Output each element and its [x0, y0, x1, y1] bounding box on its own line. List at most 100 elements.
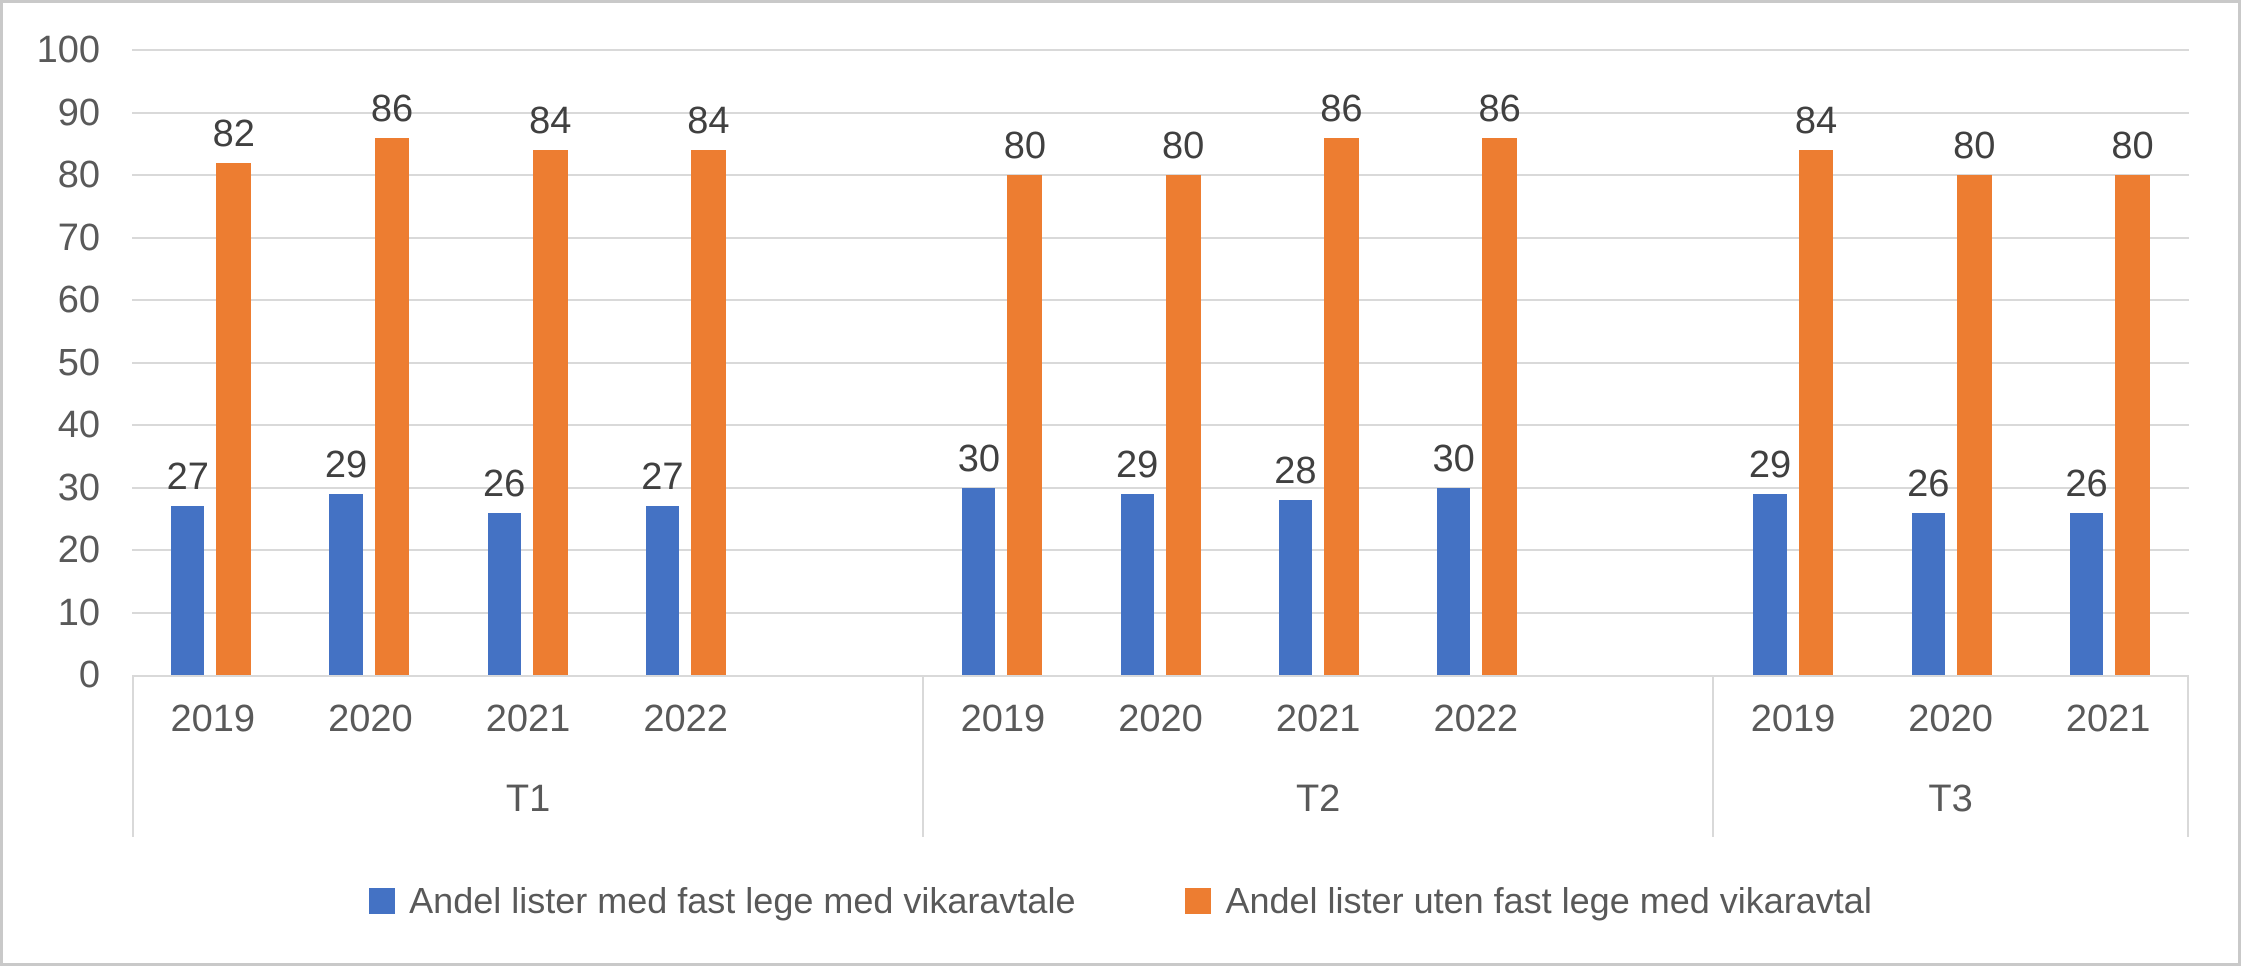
bar-with-label: 27: [167, 50, 209, 675]
bar-with-label: 84: [1795, 50, 1837, 675]
y-tick-label: 70: [57, 216, 100, 259]
bar-value-label: 28: [1274, 450, 1317, 492]
y-tick-label: 40: [57, 404, 100, 446]
category-slot: 28 86: [1240, 50, 1398, 675]
bar-series-1: [1278, 500, 1312, 675]
bar-series-2: [691, 150, 726, 675]
bar-with-label: 28: [1274, 50, 1316, 675]
legend-item-uten-fast-lege: Andel lister uten fast lege med vikaravt…: [1185, 881, 1872, 921]
bar-with-label: 80: [1004, 50, 1046, 675]
bar-value-label: 30: [1432, 437, 1475, 480]
bar-series-2: [1482, 137, 1517, 675]
year-labels-row: 2019 2020 2021 2022: [134, 677, 922, 761]
bar-series-2: [1007, 175, 1043, 675]
bar-with-label: 26: [2065, 50, 2108, 675]
gridline: [132, 424, 2189, 426]
y-tick-label: 30: [57, 466, 100, 509]
category-slot: 29 80: [1081, 50, 1239, 675]
bar-value-label: 26: [483, 462, 526, 505]
gridline: [132, 361, 2189, 364]
bar-series-1: [2069, 512, 2104, 675]
year-label: 2021: [1275, 697, 1361, 740]
bar-with-label: 26: [483, 50, 525, 675]
bar-series-1: [962, 487, 996, 675]
year-label: 2022: [1433, 697, 1518, 740]
bar-value-label: 26: [1907, 462, 1950, 505]
category-slot: 27 82: [132, 50, 290, 675]
axis-group-t2: 2019 2020 2021 2022 T2: [924, 677, 1715, 837]
category-slot: 26 80: [1873, 50, 2031, 675]
bar-group-t1: 27 82 29 86 26 84 27 84: [132, 50, 923, 675]
bar-series-2: [1165, 175, 1201, 675]
bar-with-label: 82: [213, 50, 255, 675]
bar-value-label: 29: [1748, 443, 1792, 486]
bar-series-1: [1120, 493, 1154, 675]
bar-with-label: 86: [1320, 50, 1363, 675]
bar-with-label: 80: [1162, 50, 1204, 675]
bar-value-label: 80: [1003, 125, 1047, 167]
bar-series-2: [1798, 150, 1834, 675]
bar-value-label: 27: [166, 456, 209, 499]
bar-value-label: 29: [1115, 443, 1159, 486]
bar-with-label: 30: [958, 50, 1000, 675]
bar-series-1: [329, 493, 363, 675]
y-tick-label: 90: [57, 91, 100, 134]
blank-slot: [1556, 50, 1714, 675]
bar-series-1: [1911, 512, 1945, 675]
year-label: 2021: [2065, 697, 2151, 740]
bar-series-1: [1436, 487, 1471, 675]
bar-value-label: 84: [529, 100, 572, 142]
category-slot: 29 86: [290, 50, 448, 675]
year-labels-row: 2019 2020 2021: [1714, 677, 2187, 761]
bar-with-label: 86: [1478, 50, 1521, 675]
category-slot: 30 86: [1398, 50, 1556, 675]
bar-value-label: 30: [957, 437, 1001, 480]
y-tick-label: 20: [57, 529, 100, 571]
gridline: [132, 299, 2189, 301]
bar-series-2: [1956, 175, 1992, 675]
bar-value-label: 86: [370, 87, 414, 130]
bar-series-1: [171, 506, 205, 675]
bar-with-label: 80: [1953, 50, 1995, 675]
bar-value-label: 82: [212, 112, 255, 155]
year-label: 2021: [485, 697, 571, 740]
y-tick-label: 10: [57, 591, 100, 634]
legend-swatch-orange-icon: [1185, 887, 1212, 914]
plot-area: 27 82 29 86 26 84 27 84 30 80 29 80 28 86 30 86 29 84 26 80…: [132, 49, 2189, 675]
y-tick-label: 100: [36, 29, 100, 71]
group-label: T3: [1928, 777, 1973, 820]
bar-group-t3: 29 84 26 80 26 80: [1714, 50, 2189, 675]
category-slot: 30 80: [923, 50, 1081, 675]
bar-series-2: [2115, 175, 2150, 675]
bar-with-label: 29: [1749, 50, 1791, 675]
bar-series-2: [216, 162, 252, 675]
y-tick-label: 50: [57, 341, 100, 384]
blank-year-cell: [764, 677, 922, 761]
category-axis: 2019 2020 2021 2022 T1 2019 2020 2021 2022 T2 2019…: [132, 675, 2189, 837]
bar-value-label: 84: [687, 100, 730, 142]
bar-series-1: [645, 506, 680, 675]
bar-with-label: 84: [687, 50, 730, 675]
group-label: T2: [1295, 777, 1341, 820]
gridline: [132, 611, 2189, 614]
legend-swatch-blue-icon: [369, 887, 396, 914]
bar-value-label: 86: [1320, 87, 1363, 130]
legend-label: Andel lister med fast lege med vikaravta…: [409, 880, 1076, 921]
gridline: [132, 49, 2189, 51]
bar-value-label: 86: [1478, 87, 1521, 130]
gridline: [132, 486, 2189, 489]
bar-with-label: 27: [641, 50, 684, 675]
year-labels-row: 2019 2020 2021 2022: [924, 677, 1712, 761]
axis-group-t3: 2019 2020 2021 T3: [1714, 677, 2189, 837]
bar-with-label: 26: [1907, 50, 1949, 675]
y-tick-label: 60: [57, 279, 100, 321]
bar-series-2: [374, 137, 410, 675]
year-label: 2020: [1908, 697, 1993, 740]
bar-value-label: 80: [1161, 125, 1205, 167]
year-label: 2019: [960, 697, 1046, 740]
year-label: 2020: [328, 697, 413, 740]
gridline: [132, 174, 2189, 176]
bar-series-1: [1753, 493, 1787, 675]
y-tick-label: 0: [78, 654, 100, 696]
category-slot: 26 84: [448, 50, 606, 675]
